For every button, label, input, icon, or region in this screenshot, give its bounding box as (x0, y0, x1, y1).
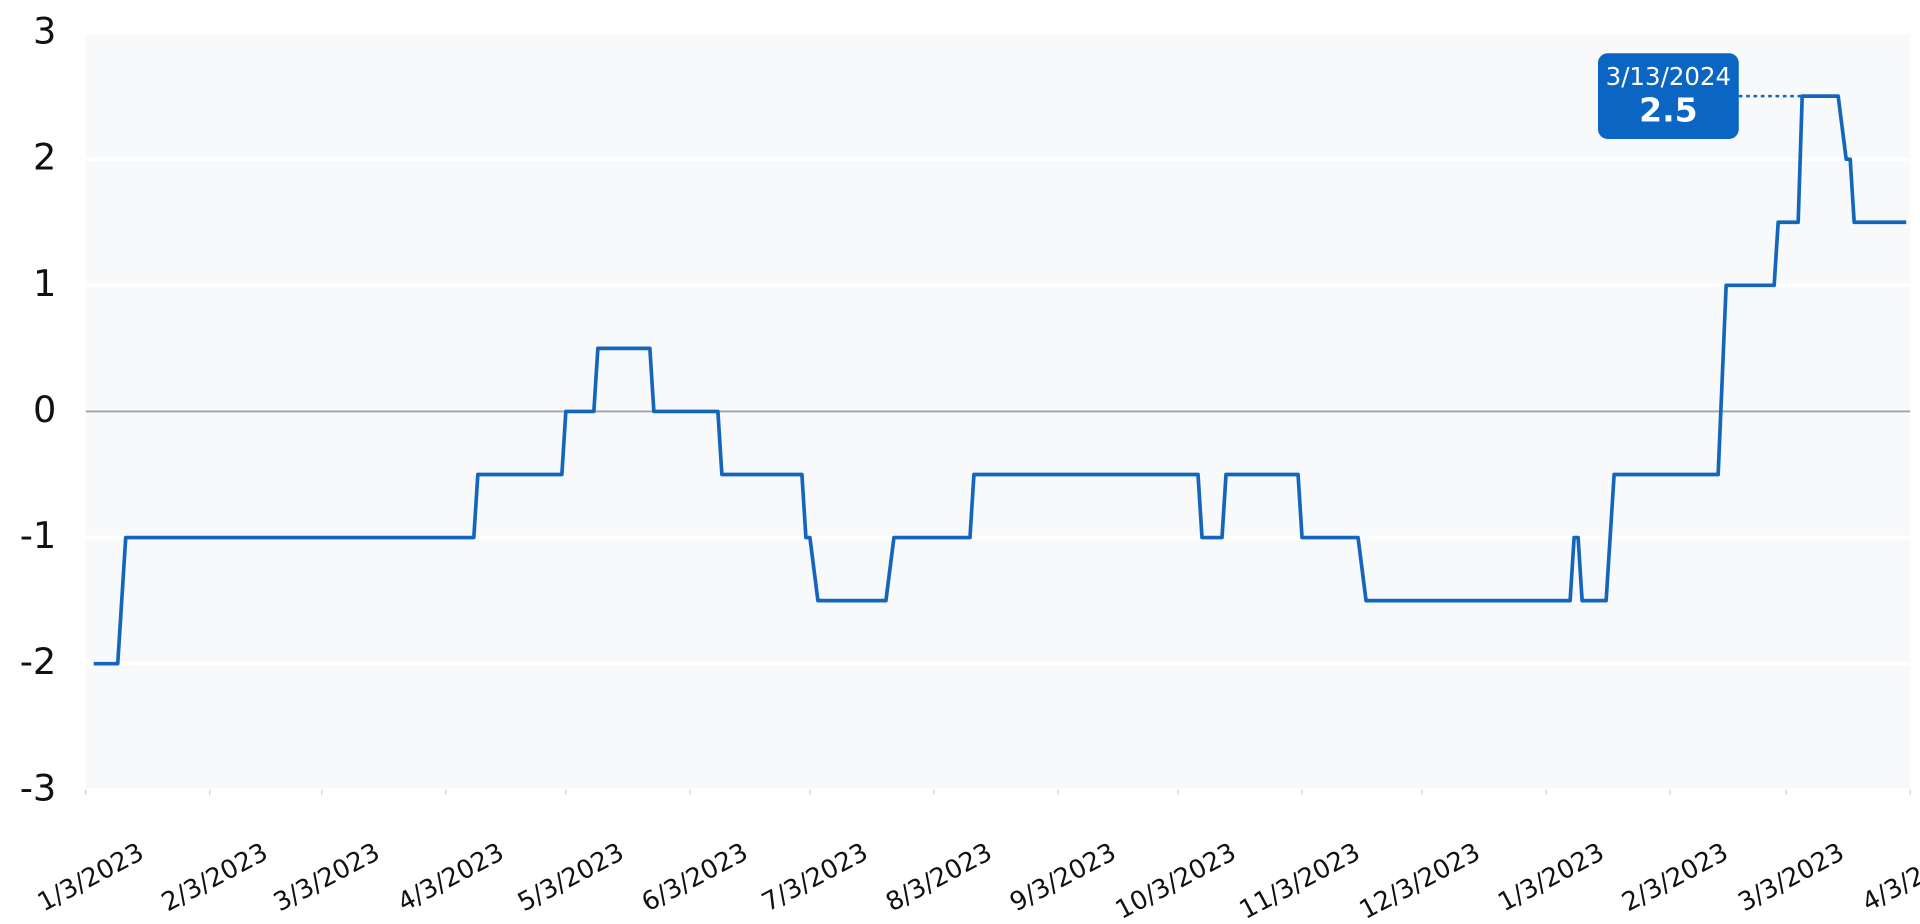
x-tick-label: 4/3/2023 (393, 837, 509, 918)
x-tick-label: 11/3/2023 (1235, 837, 1365, 924)
x-tick-label: 5/3/2023 (513, 837, 629, 918)
x-tick-label: 7/3/2023 (757, 837, 873, 918)
x-tick-label: 8/3/2023 (881, 837, 997, 918)
x-tick-label: 1/3/2023 (33, 837, 149, 918)
y-tick-label: 0 (33, 388, 56, 431)
x-tick-label: 1/3/2023 (1493, 837, 1609, 918)
y-tick-label: 2 (33, 136, 56, 179)
x-tick-label: 6/3/2023 (637, 837, 753, 918)
y-tick-label: 3 (33, 10, 56, 53)
tooltip-box (1597, 53, 1739, 139)
x-tick-label: 2/3/2023 (157, 837, 273, 918)
x-tick-label: 2/3/2023 (1617, 837, 1733, 918)
tooltip-date: 3/13/2024 (1606, 62, 1731, 91)
x-tick-label: 9/3/2023 (1005, 837, 1121, 918)
tooltip-value: 2.5 (1639, 91, 1698, 130)
x-tick-label: 3/3/2023 (1733, 837, 1849, 918)
x-tick-label: 3/3/2023 (269, 837, 385, 918)
x-tick-label: 10/3/2023 (1111, 837, 1241, 924)
y-tick-label: 1 (33, 262, 56, 305)
data-line (93, 94, 1907, 666)
x-tick-label: 4/3/2023 (1857, 837, 1920, 918)
y-tick-label: -1 (20, 514, 57, 557)
y-tick-label: -3 (20, 766, 57, 809)
x-tick-label: 12/3/2023 (1355, 837, 1485, 924)
y-tick-label: -2 (20, 640, 57, 683)
